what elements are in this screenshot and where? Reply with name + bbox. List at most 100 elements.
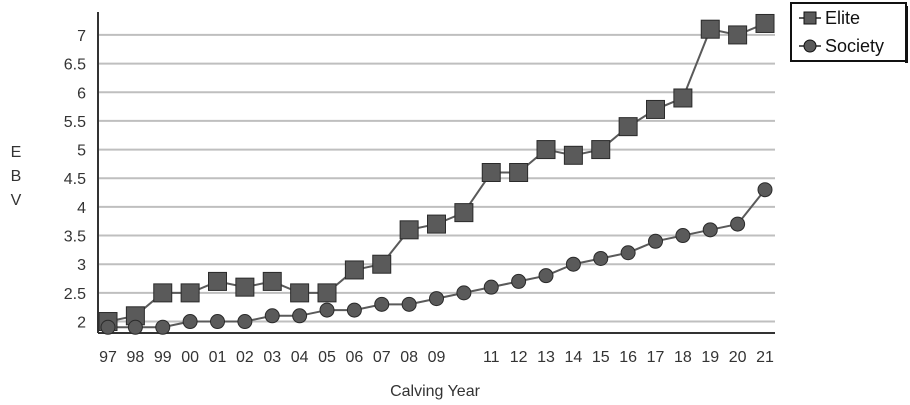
axes — [97, 12, 775, 334]
y-tick-label: 4 — [77, 200, 86, 217]
x-tick-label: 97 — [99, 349, 117, 366]
society-point — [593, 250, 609, 266]
x-tick-label: 01 — [209, 349, 227, 366]
x-axis-title: Calving Year — [390, 383, 481, 400]
y-tick-label: 3.5 — [64, 229, 86, 246]
y-tick-label: 4.5 — [64, 171, 86, 188]
x-tick-label: 06 — [345, 349, 363, 366]
series-markers — [98, 13, 775, 335]
society-point — [100, 319, 116, 335]
elite-point — [290, 283, 310, 303]
x-tick-label: 14 — [564, 349, 582, 366]
x-tick-label: 02 — [236, 349, 254, 366]
series-line-elite — [107, 22, 766, 323]
legend-society-marker — [803, 39, 817, 53]
society-point — [511, 273, 527, 289]
legend-elite-label: Elite — [825, 8, 860, 28]
y-tick-label: 7 — [77, 28, 86, 45]
elite-point — [673, 88, 693, 108]
elite-point — [536, 140, 556, 160]
series-lines — [107, 22, 766, 329]
society-point — [401, 296, 417, 312]
x-tick-label: 19 — [701, 349, 719, 366]
x-tick-label: 00 — [181, 349, 199, 366]
society-point — [237, 314, 253, 330]
society-point — [565, 256, 581, 272]
elite-point — [728, 25, 748, 45]
elite-point — [646, 99, 665, 119]
society-point — [210, 314, 225, 330]
elite-point — [317, 283, 337, 303]
society-point — [730, 216, 746, 232]
elite-point — [235, 277, 255, 297]
y-tick-label: 2 — [77, 315, 86, 332]
elite-point — [591, 140, 611, 160]
legend-shadow — [905, 6, 908, 63]
x-tick-label: 13 — [537, 349, 555, 366]
society-point — [538, 268, 554, 284]
legend-society-label: Society — [825, 36, 884, 56]
society-point — [675, 228, 691, 244]
elite-point — [481, 163, 501, 182]
y-tick-label: 6.5 — [64, 57, 86, 74]
x-tick-label: 03 — [263, 349, 281, 366]
x-tick-label: 07 — [373, 349, 391, 366]
elite-point — [208, 271, 227, 291]
x-tick-label: 18 — [674, 349, 692, 366]
society-point — [319, 302, 335, 318]
y-tick-label: 3 — [77, 257, 86, 274]
x-tick-label: 15 — [592, 349, 610, 366]
x-tick-label: 20 — [729, 349, 747, 366]
society-point — [374, 296, 390, 312]
elite-point — [509, 163, 529, 182]
y-axis-title-letter: V — [11, 192, 22, 209]
elite-point — [344, 260, 364, 280]
x-tick-label: 09 — [428, 349, 446, 366]
y-tick-label: 2.5 — [64, 286, 86, 303]
y-axis-title-letter: B — [11, 168, 22, 185]
legend-elite-marker — [803, 11, 817, 25]
society-point — [127, 319, 143, 335]
legend: Elite Society — [790, 2, 908, 63]
society-point — [346, 302, 362, 318]
elite-point — [618, 117, 638, 137]
society-point — [757, 182, 773, 198]
x-tick-label: 17 — [647, 349, 665, 366]
x-tick-labels: 97 98 99 00 01 02 03 04 05 06 07 08 09 11 12 13 14 15 16 17… — [99, 349, 774, 366]
society-point — [182, 314, 198, 330]
elite-point — [180, 283, 200, 303]
x-tick-label: 04 — [291, 349, 309, 366]
grid-lines — [98, 33, 775, 323]
x-tick-label: 05 — [318, 349, 336, 366]
society-point — [483, 279, 499, 295]
x-tick-label: 12 — [510, 349, 528, 366]
legend-box — [790, 2, 907, 62]
society-point — [429, 291, 444, 307]
series-line-society — [108, 189, 766, 329]
elite-point — [563, 145, 583, 165]
y-tick-labels: 2 2.5 3 3.5 4 4.5 5 5.5 6 6.5 7 — [64, 28, 86, 332]
society-point — [155, 319, 171, 335]
elite-point — [427, 214, 446, 234]
elite-point — [700, 19, 720, 39]
society-point — [648, 233, 663, 249]
y-tick-label: 6 — [77, 85, 86, 102]
x-tick-label: 08 — [400, 349, 418, 366]
x-tick-label: 16 — [619, 349, 637, 366]
society-point — [264, 308, 280, 324]
society-point — [292, 308, 308, 324]
x-tick-label: 11 — [483, 349, 500, 366]
y-tick-label: 5 — [77, 143, 86, 160]
elite-point — [755, 13, 775, 33]
y-tick-label: 5.5 — [64, 114, 86, 131]
y-axis-title-letter: E — [11, 144, 22, 161]
society-point — [456, 285, 472, 301]
elite-point — [399, 220, 419, 240]
elite-point — [372, 254, 392, 274]
society-point — [620, 245, 636, 261]
x-tick-label: 21 — [756, 349, 774, 366]
elite-point — [153, 283, 173, 303]
elite-point — [262, 271, 282, 291]
